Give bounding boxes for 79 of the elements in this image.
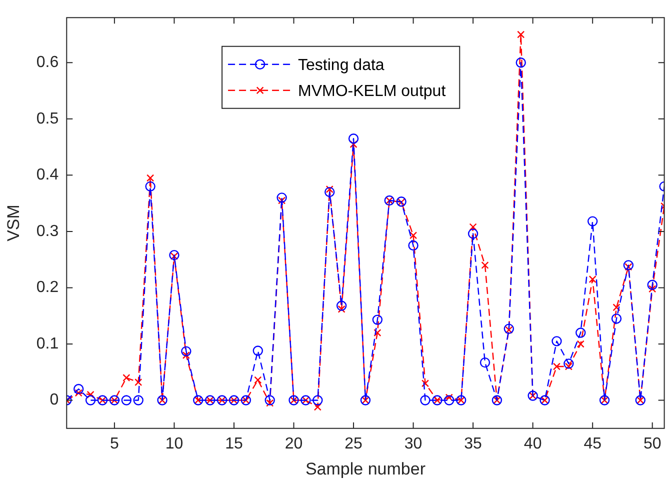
point: [74, 389, 82, 397]
y-tick-label: 0.5: [36, 110, 59, 128]
point: [588, 275, 596, 284]
x-tick-label: 45: [584, 435, 602, 452]
point: [421, 380, 430, 388]
y-tick-label: 0.6: [36, 54, 59, 72]
point: [564, 358, 574, 369]
point: [134, 378, 142, 386]
point: [552, 336, 562, 346]
point: [252, 346, 263, 356]
point: [374, 328, 382, 337]
point: [86, 390, 94, 398]
point: [517, 30, 525, 38]
point: [505, 326, 513, 334]
point: [254, 376, 262, 384]
point: [564, 362, 572, 370]
x-tick-label: 25: [344, 435, 363, 452]
point: [552, 362, 561, 370]
x-tick-label: 50: [643, 435, 662, 452]
point: [587, 216, 598, 226]
point: [276, 192, 287, 203]
x-tick-label: 5: [110, 435, 119, 452]
point: [312, 395, 323, 406]
point: [612, 304, 620, 312]
point: [624, 263, 632, 271]
point: [278, 196, 286, 204]
point: [611, 314, 622, 324]
point: [504, 324, 514, 334]
point: [410, 232, 418, 240]
y-tick-label: 0.1: [36, 335, 59, 352]
point: [348, 133, 359, 144]
y-axis-title: VSM: [4, 204, 23, 242]
point: [122, 374, 130, 382]
point: [576, 340, 584, 348]
point: [480, 357, 490, 368]
point: [408, 240, 418, 251]
x-tick-label: 10: [165, 435, 184, 452]
point: [468, 228, 478, 239]
point: [326, 185, 334, 194]
x-tick-label: 35: [464, 435, 482, 452]
point: [420, 395, 430, 406]
point: [73, 384, 84, 394]
legend-label: Testing data: [298, 56, 384, 74]
point: [647, 280, 658, 290]
y-tick-label: 0.2: [36, 279, 59, 296]
point: [648, 285, 656, 293]
point: [146, 174, 154, 182]
point: [181, 346, 192, 356]
point: [121, 395, 132, 406]
point: [350, 140, 358, 148]
point: [145, 181, 156, 192]
point: [372, 314, 383, 325]
point: [170, 252, 178, 260]
x-tick-label: 20: [284, 435, 303, 452]
point: [576, 328, 586, 338]
point: [182, 351, 190, 360]
y-tick-label: 0: [50, 392, 59, 409]
x-axis-title: Sample number: [305, 459, 426, 478]
legend-label: MVMO-KELM output: [298, 82, 446, 100]
x-tick-label: 30: [404, 435, 422, 452]
point: [623, 260, 634, 270]
y-tick-label: 0.3: [36, 222, 59, 240]
point: [314, 403, 322, 411]
point: [469, 223, 477, 231]
point: [336, 300, 347, 311]
y-tick-label: 0.4: [36, 166, 59, 184]
point: [169, 250, 180, 260]
point: [481, 261, 489, 269]
point: [324, 186, 335, 198]
point: [266, 399, 274, 407]
point: [444, 395, 454, 406]
point: [445, 394, 453, 402]
point: [85, 395, 96, 406]
point: [516, 58, 526, 68]
point: [338, 305, 346, 313]
point: [264, 395, 275, 406]
x-tick-label: 15: [225, 435, 243, 452]
point: [133, 395, 144, 406]
x-tick-label: 40: [524, 435, 542, 452]
